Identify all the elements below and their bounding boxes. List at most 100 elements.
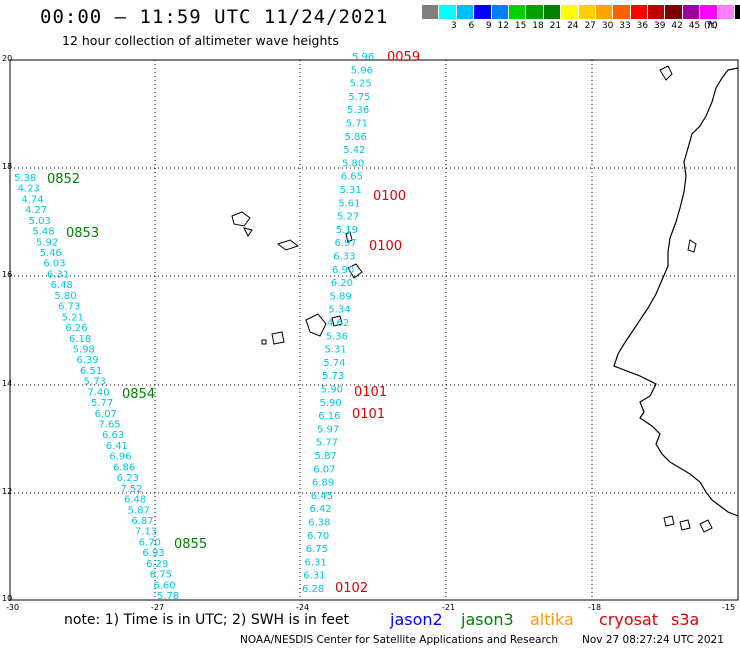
- wave-height-value: 5.77: [316, 438, 338, 449]
- footer-timestamp: Nov 27 08:27:24 UTC 2021: [582, 634, 724, 646]
- wave-height-value: 5.89: [330, 291, 352, 302]
- colorbar-swatch: [682, 5, 701, 19]
- colorbar-label: 30: [601, 21, 614, 31]
- wave-height-value: 6.75: [306, 544, 328, 555]
- colorbar-swatch: [717, 5, 736, 19]
- wave-height-value: 5.38: [14, 173, 36, 184]
- wave-height-value: 5.80: [342, 158, 364, 169]
- longitude-label: -15: [722, 603, 736, 612]
- wave-height-value: 5.73: [84, 377, 106, 388]
- wave-height-value: 5.36: [326, 331, 348, 342]
- wave-height-value: 7.13: [135, 527, 157, 538]
- wave-height-value: 4.27: [25, 205, 47, 216]
- wave-height-value: 6.29: [146, 559, 168, 570]
- wave-height-value: 5.25: [350, 79, 372, 90]
- wave-height-value: 5.80: [54, 291, 76, 302]
- colorbar-swatch: [665, 5, 683, 19]
- longitude-label: -27: [151, 603, 165, 612]
- colorbar-swatch: [491, 5, 509, 19]
- colorbar-swatch: [595, 5, 614, 19]
- wave-height-value: 5.27: [337, 212, 359, 223]
- colorbar-unit: (ft): [704, 21, 718, 31]
- latitude-label: 20: [2, 54, 13, 63]
- colorbar-swatch: [526, 5, 544, 19]
- pass-time-label: 0101: [354, 385, 387, 400]
- cape-verde-maio: [331, 315, 343, 327]
- wave-height-value: 5.90: [320, 398, 342, 409]
- colorbar-label: 21: [549, 21, 562, 31]
- wave-height-value: 6.86: [113, 462, 135, 473]
- wave-height-value: 6.75: [150, 570, 172, 581]
- wave-height-value: 6.90: [332, 265, 354, 276]
- wave-height-value: 5.73: [322, 371, 344, 382]
- wave-height-value: 6.03: [43, 259, 65, 270]
- cape-verde-sal: [345, 231, 353, 243]
- colorbar-label: 6: [468, 21, 475, 31]
- east-altimeter-track: 5.96 5.96 5.25 5.75 5.36 5.71 5.86 5.42 5.80 6.65…: [302, 52, 374, 595]
- wave-height-value: 6.31: [303, 571, 325, 582]
- map-title: 00:00 – 11:59 UTC 11/24/2021: [40, 6, 389, 28]
- wave-height-value: 5.21: [62, 312, 84, 323]
- wave-height-value: 6.93: [142, 548, 164, 559]
- wave-height-value: 7.40: [87, 387, 109, 398]
- colorbar-swatch: [474, 5, 492, 19]
- west-altimeter-track: 5.384.234.744.275.035.485.925.466.036.31…: [14, 173, 179, 602]
- wave-height-value: 5.19: [336, 225, 358, 236]
- wave-height-value: 5.77: [91, 398, 113, 409]
- wave-height-value: 5.34: [328, 305, 350, 316]
- africa-coastline: [613, 67, 739, 517]
- wave-height-value: 6.73: [58, 302, 80, 313]
- map-grid: [10, 60, 738, 600]
- pass-time-labels: 0852 0853 0854 0855 0059 0100 0100 0101 0101 0102: [47, 50, 420, 596]
- wave-height-value: 5.48: [32, 227, 54, 238]
- wave-height-value: 5.75: [348, 92, 370, 103]
- colorbar-swatch: [630, 5, 649, 19]
- cape-verde-brava: [261, 339, 267, 345]
- wave-height-value: 6.42: [310, 504, 332, 515]
- colorbar-swatch: [613, 5, 631, 19]
- wave-height-value: 5.36: [347, 105, 369, 116]
- colorbar-label: 9: [485, 21, 492, 31]
- wave-height-value: 6.70: [307, 531, 329, 542]
- colorbar-label: 36: [636, 21, 649, 31]
- wave-height-value: 6.97: [335, 238, 357, 249]
- latitude-label: 10: [2, 594, 13, 603]
- cape-verde-sao-nicolau: [276, 239, 300, 251]
- colorbar-swatch: [508, 5, 527, 19]
- wave-height-value: 5.98: [73, 344, 95, 355]
- wave-height-colorbar: [422, 5, 740, 19]
- wave-height-value: 5.71: [346, 119, 368, 130]
- pass-time-label: 0853: [66, 226, 99, 241]
- colorbar-label: 18: [532, 21, 544, 31]
- latitude-label: 16: [2, 270, 13, 279]
- bijagos-islands: [663, 515, 713, 533]
- longitude-label: -30: [6, 603, 20, 612]
- wave-height-value: 4.23: [18, 184, 40, 195]
- pass-time-label: 0059: [387, 50, 420, 65]
- colorbar-label: 45: [688, 21, 701, 31]
- wave-height-value: 6.07: [313, 464, 335, 475]
- colorbar-swatch: [648, 5, 666, 19]
- wave-height-value: 6.28: [302, 584, 324, 595]
- legend-s3a: s3a: [671, 610, 700, 629]
- wave-height-value: 6.48: [51, 280, 73, 291]
- pass-time-label: 0102: [335, 581, 368, 596]
- wave-height-value: 6.16: [318, 411, 340, 422]
- colorbar-label: 33: [619, 21, 631, 31]
- wave-height-value: 6.60: [153, 580, 175, 591]
- wave-height-value: 6.33: [333, 252, 355, 263]
- wave-height-value: 6.23: [117, 473, 139, 484]
- wave-height-value: 6.89: [312, 478, 334, 489]
- colorbar-label: 70: [706, 21, 718, 31]
- wave-height-value: 6.31: [47, 269, 69, 280]
- colorbar-label: 27: [584, 21, 596, 31]
- colorbar-swatch: [561, 5, 579, 19]
- cape-verde-fogo: [271, 331, 285, 345]
- pass-time-label: 0101: [352, 407, 385, 422]
- colorbar-swatch: [422, 5, 440, 19]
- colorbar-swatch: [543, 5, 562, 19]
- wave-height-value: 6.96: [109, 452, 131, 463]
- wave-height-value: 4.62: [327, 318, 349, 329]
- map-subtitle: 12 hour collection of altimeter wave hei…: [62, 33, 339, 48]
